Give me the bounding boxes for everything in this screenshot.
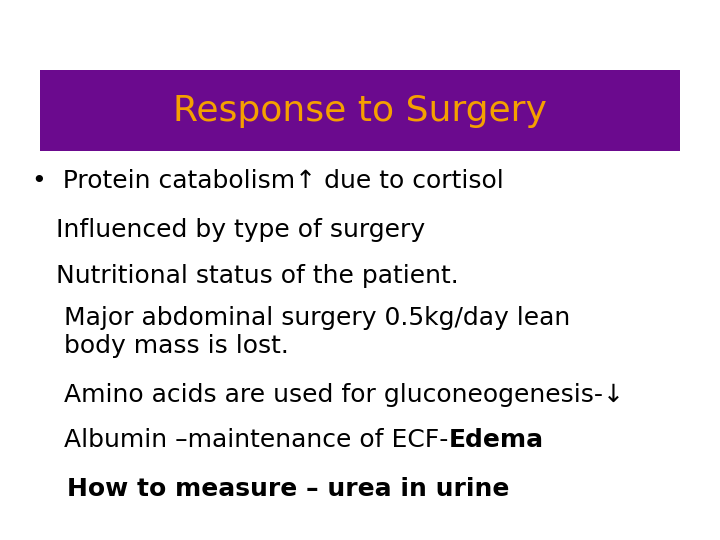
Text: Response to Surgery: Response to Surgery	[173, 94, 547, 127]
Text: How to measure – urea in urine: How to measure – urea in urine	[32, 477, 510, 501]
Text: •  Protein catabolism↑ due to cortisol: • Protein catabolism↑ due to cortisol	[32, 169, 504, 193]
Text: Albumin –maintenance of ECF-: Albumin –maintenance of ECF-	[32, 428, 449, 452]
Text: Influenced by type of surgery: Influenced by type of surgery	[32, 218, 426, 241]
Text: Nutritional status of the patient.: Nutritional status of the patient.	[32, 265, 459, 288]
Text: Major abdominal surgery 0.5kg/day lean
    body mass is lost.: Major abdominal surgery 0.5kg/day lean b…	[32, 306, 571, 359]
Text: Amino acids are used for gluconeogenesis-↓: Amino acids are used for gluconeogenesis…	[32, 383, 624, 407]
Bar	[40, 70, 680, 151]
Text: Edema: Edema	[449, 428, 544, 452]
